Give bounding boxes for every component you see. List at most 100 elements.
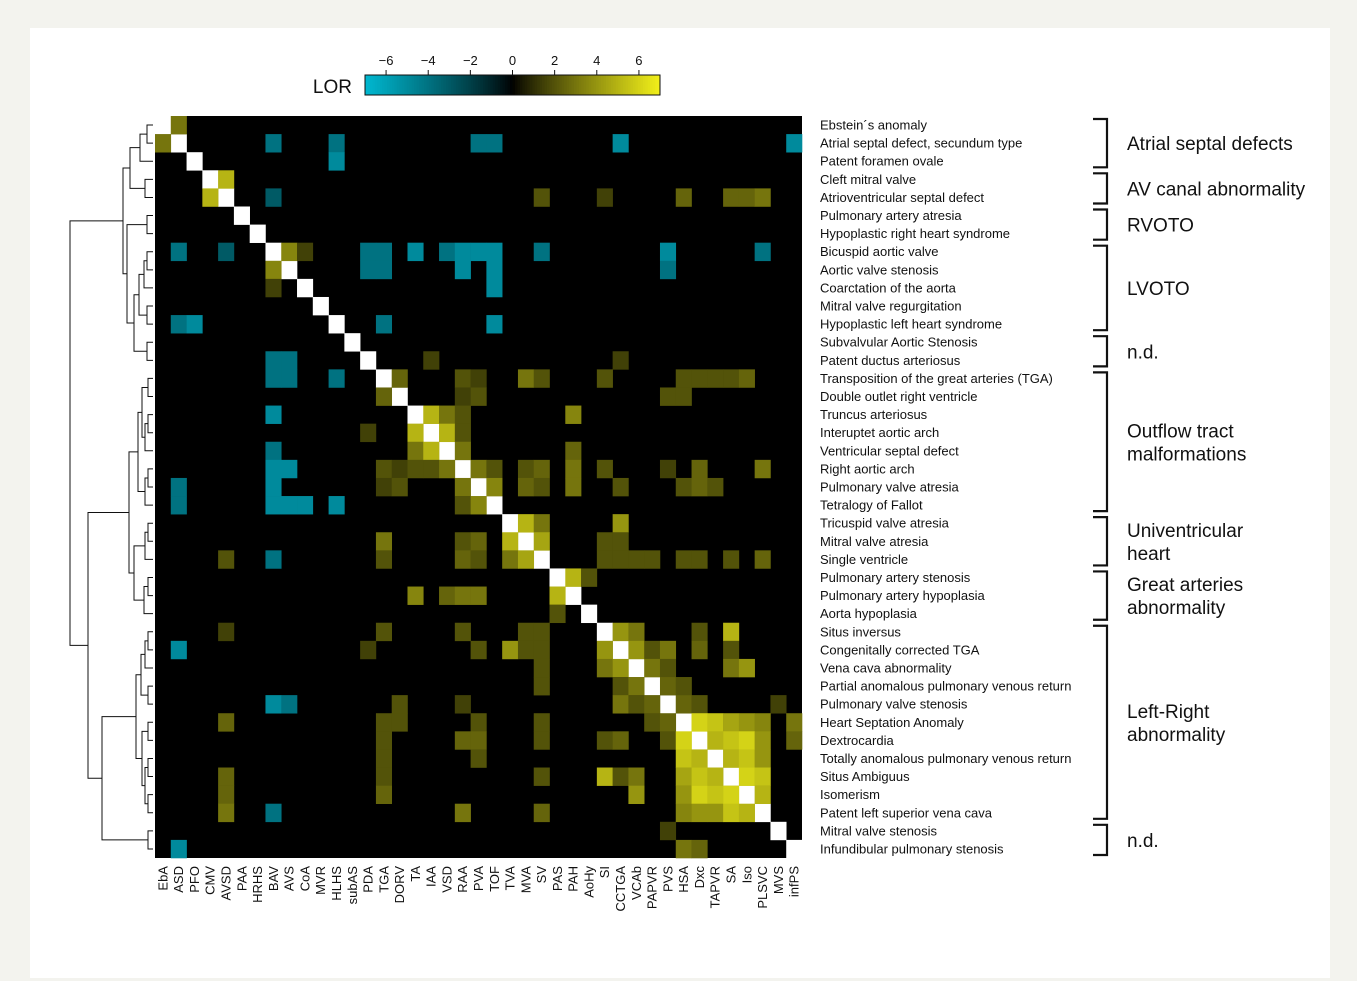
colorbar-step: [507, 75, 511, 95]
heatmap-cell: [628, 677, 645, 696]
heatmap-cell: [754, 188, 771, 207]
colorbar-step: [441, 75, 445, 95]
cell-diagonal: [628, 658, 645, 678]
cell-diagonal: [738, 785, 755, 805]
heatmap-cell: [675, 188, 692, 207]
dendrogram-branch: [133, 294, 147, 352]
colorbar-step: [605, 75, 609, 95]
heatmap-cell: [533, 640, 550, 660]
column-label: subAS: [345, 866, 360, 905]
heatmap-cell: [470, 459, 487, 479]
heatmap-cell: [281, 351, 298, 370]
column-label: PFO: [187, 866, 202, 893]
heatmap-cell: [218, 170, 235, 189]
cell-diagonal: [297, 278, 314, 298]
cell-diagonal: [312, 296, 329, 316]
dendrogram-branch: [144, 178, 153, 198]
heatmap-cell: [565, 405, 582, 424]
heatmap-cell: [786, 713, 803, 732]
heatmap-cell: [439, 459, 456, 479]
heatmap-cell: [439, 423, 456, 443]
row-label: Atrioventricular septal defect: [820, 190, 984, 205]
colorbar-step: [601, 75, 604, 95]
heatmap-cell: [565, 459, 582, 479]
heatmap-cell: [754, 459, 771, 479]
heatmap-cell: [596, 640, 613, 660]
heatmap-cell: [691, 785, 708, 805]
heatmap-cell: [691, 839, 708, 859]
heatmap-cell: [754, 550, 771, 569]
heatmap-cell: [375, 731, 393, 750]
heatmap-cell: [470, 586, 487, 605]
colorbar-step: [485, 75, 489, 95]
heatmap-cell: [533, 532, 550, 551]
cell-diagonal: [170, 134, 187, 153]
colorbar-step: [367, 75, 371, 95]
row-label: Ebstein´s anomaly: [820, 118, 927, 133]
column-label: CCTGA: [613, 866, 628, 912]
heatmap-cell: [533, 803, 550, 823]
colorbar-step: [382, 75, 386, 95]
colorbar-step: [377, 75, 381, 95]
heatmap-cell: [675, 477, 692, 497]
row-label: Hypoplastic right heart syndrome: [820, 226, 1010, 241]
colorbar-step: [596, 75, 600, 95]
heatmap-cell: [360, 640, 377, 660]
colorbar-step: [374, 75, 378, 95]
colorbar-step: [517, 75, 521, 95]
heatmap-cell: [675, 785, 692, 805]
heatmap-cell: [659, 242, 677, 262]
heatmap-cell: [596, 658, 613, 678]
cell-diagonal: [596, 622, 613, 642]
column-label: TOF: [487, 866, 502, 892]
heatmap-cell: [470, 369, 487, 388]
column-label: SV: [534, 866, 549, 884]
heatmap-cell: [375, 785, 393, 805]
row-label: Congenitally corrected TGA: [820, 642, 980, 657]
column-label: VCAb: [629, 866, 644, 900]
heatmap-cell: [486, 459, 503, 479]
colorbar-tick-label: −2: [463, 53, 478, 68]
heatmap-cell: [454, 622, 471, 642]
heatmap-cell: [470, 496, 487, 515]
group-bracket: [1093, 570, 1109, 621]
heatmap-cell: [659, 677, 677, 696]
heatmap-cell: [170, 496, 187, 515]
dendrogram-branch: [138, 273, 147, 316]
heatmap-cell: [659, 387, 677, 406]
heatmap-cell: [186, 315, 203, 334]
cell-diagonal: [328, 315, 345, 334]
heatmap-cell: [612, 532, 629, 551]
group-label: Univentricular: [1127, 521, 1244, 542]
colorbar-step: [544, 75, 548, 95]
column-label: PVA: [471, 866, 486, 891]
heatmap-cell: [170, 242, 187, 262]
heatmap-cell: [754, 731, 771, 750]
row-label: Patent foramen ovale: [820, 154, 944, 169]
heatmap-cell: [612, 351, 629, 370]
group-label: Outflow tract: [1127, 421, 1234, 442]
heatmap-cell: [533, 188, 550, 207]
group-bracket: [1093, 624, 1109, 820]
heatmap-cell: [470, 713, 487, 732]
column-label: BAV: [266, 866, 281, 891]
heatmap-cell: [707, 731, 724, 750]
heatmap-cell: [218, 803, 235, 823]
heatmap-cell: [738, 749, 755, 768]
heatmap-cell: [486, 242, 503, 262]
group-label: abnormality: [1127, 725, 1226, 746]
cell-diagonal: [486, 496, 503, 515]
heatmap-cell: [723, 188, 740, 207]
cell-diagonal: [707, 749, 724, 768]
colorbar-step: [522, 75, 526, 95]
heatmap-cell: [659, 821, 677, 841]
figure-frame: LOR −6 −4 −2 0 2 4 6 Ebstein´s anomaly Atrial s…: [30, 28, 1330, 978]
colorbar-step: [534, 75, 538, 95]
colorbar-step: [497, 75, 501, 95]
row-label: Single ventricle: [820, 552, 908, 567]
heatmap-cell: [770, 695, 787, 714]
cell-diagonal: [233, 206, 250, 225]
colorbar-step: [463, 75, 467, 95]
colorbar-step: [478, 75, 482, 95]
cell-diagonal: [754, 803, 771, 823]
